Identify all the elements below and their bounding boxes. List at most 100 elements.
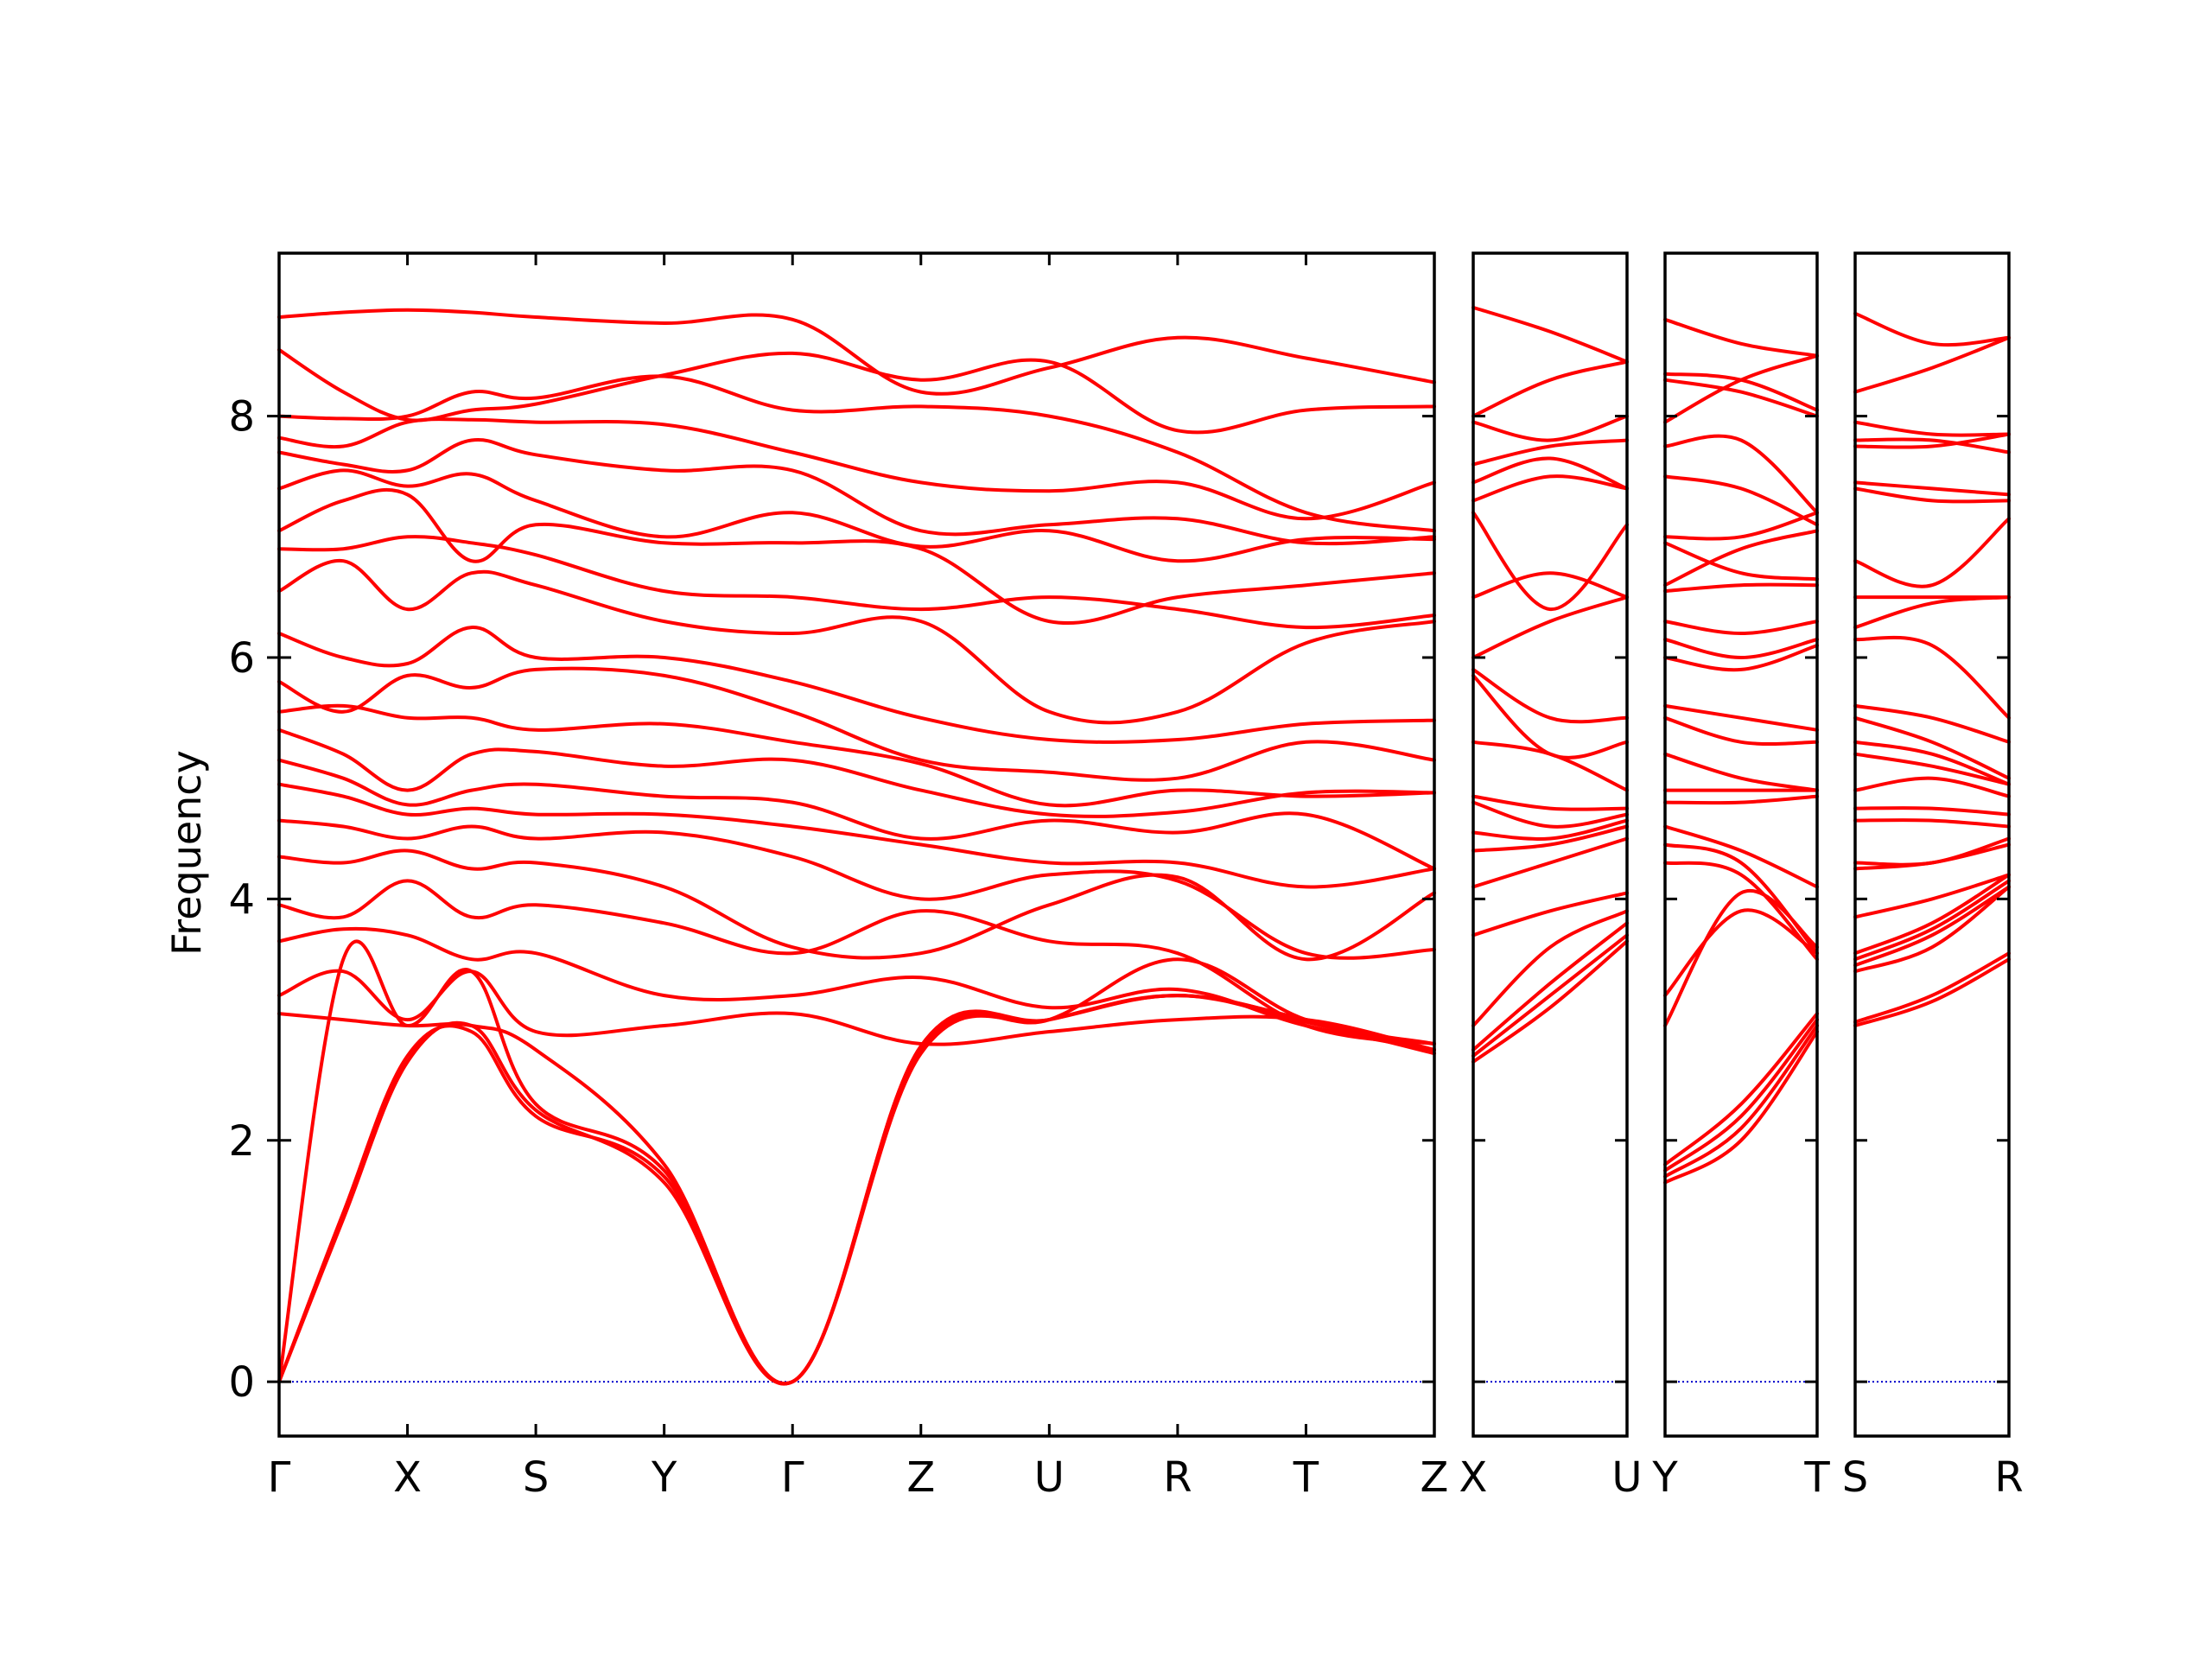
- x-tick-label: Z: [906, 1453, 935, 1502]
- band-line: [1471, 571, 1629, 600]
- band-line: [1853, 486, 2011, 504]
- band-line: [1853, 873, 2011, 919]
- band-line: [1663, 541, 1819, 582]
- band-line: [1853, 873, 2011, 956]
- band-line: [277, 468, 1436, 563]
- band-line: [277, 969, 1436, 1052]
- band-line: [1471, 933, 1629, 1058]
- band-line: [277, 417, 1436, 521]
- band-line: [277, 782, 1436, 889]
- band-line: [1853, 951, 2011, 1024]
- x-tick-label: Z: [1421, 1453, 1449, 1502]
- x-tick-label: Y: [1651, 1453, 1678, 1502]
- band-line: [277, 308, 1436, 396]
- band-line: [1663, 529, 1819, 588]
- band-line: [1663, 582, 1819, 594]
- band-line: [1471, 818, 1629, 841]
- band-line: [1471, 824, 1629, 853]
- band-line: [1471, 305, 1629, 364]
- band-line: [1663, 638, 1819, 659]
- band-line: [1853, 635, 2011, 720]
- band-line: [1853, 420, 2011, 437]
- band-line: [277, 535, 1436, 630]
- band-line: [1471, 800, 1629, 829]
- band-line: [277, 728, 1436, 818]
- band-line: [1663, 1018, 1819, 1173]
- band-line: [1663, 353, 1819, 424]
- band-line: [1663, 1024, 1819, 1179]
- band-line: [1853, 818, 2011, 829]
- x-tick-label: S: [523, 1453, 549, 1502]
- y-tick-label: 8: [228, 393, 255, 442]
- band-line: [1663, 434, 1819, 515]
- band-line: [1663, 1012, 1819, 1166]
- band-line: [1663, 644, 1819, 672]
- band-line: [1471, 438, 1629, 467]
- panel-frame: [277, 251, 1436, 1438]
- band-line: [1663, 794, 1819, 805]
- band-line: [1853, 885, 2011, 968]
- x-tick-label: X: [393, 1453, 422, 1502]
- band-line: [1853, 703, 2011, 744]
- x-tick-label: X: [1459, 1453, 1488, 1502]
- band-line: [1853, 437, 2011, 454]
- band-line: [1471, 595, 1629, 659]
- y-tick-label: 2: [228, 1117, 255, 1166]
- x-tick-label: T: [1803, 1453, 1830, 1502]
- band-line: [1663, 752, 1819, 792]
- band-line: [1853, 740, 2011, 786]
- band-line: [1471, 939, 1629, 1064]
- band-line: [1853, 311, 2011, 347]
- x-tick-label: T: [1293, 1453, 1319, 1502]
- band-line: [1853, 842, 2011, 871]
- x-tick-label: R: [1163, 1453, 1192, 1502]
- band-line: [1663, 317, 1819, 358]
- band-line: [277, 374, 1436, 533]
- band-line: [277, 758, 1436, 871]
- band-line: [1853, 752, 2011, 786]
- band-line: [1853, 885, 2011, 974]
- x-tick-label: S: [1842, 1453, 1868, 1502]
- band-line: [277, 879, 1436, 1046]
- band-line: [277, 487, 1436, 626]
- band-line: [1663, 474, 1819, 527]
- band-line: [1471, 740, 1629, 792]
- band-line: [1663, 378, 1819, 418]
- x-tick-label: R: [1994, 1453, 2023, 1502]
- band-line: [1663, 715, 1819, 747]
- band-line: [1471, 359, 1629, 418]
- panel-frame: [1471, 251, 1629, 1438]
- band-line: [1853, 776, 2011, 798]
- x-tick-label: Y: [651, 1453, 677, 1502]
- y-axis: 0 2 4 6 8: [228, 393, 279, 1407]
- panel-frame: [1663, 251, 1819, 1438]
- panel-frame: [1853, 251, 2011, 1438]
- band-line: [1853, 517, 2011, 588]
- y-tick-label: 6: [228, 634, 255, 683]
- band-line: [1853, 806, 2011, 817]
- band-line: [1471, 909, 1629, 1027]
- band-line: [1853, 480, 2011, 497]
- x-tick-label: Γ: [268, 1453, 291, 1502]
- x-tick-label: U: [1034, 1453, 1065, 1502]
- band-line: [277, 703, 1436, 808]
- band-line: [1853, 879, 2011, 962]
- band-line: [1663, 888, 1819, 1027]
- band-line: [1663, 1030, 1819, 1185]
- y-tick-label: 4: [228, 875, 255, 924]
- y-tick-label: 0: [228, 1358, 255, 1407]
- band-line: [277, 994, 1436, 1386]
- band-line: [1853, 715, 2011, 780]
- band-line: [1471, 414, 1629, 442]
- band-line: [1471, 891, 1629, 938]
- band-line: [1471, 456, 1629, 491]
- band-line: [1853, 432, 2011, 449]
- band-line: [277, 438, 1436, 546]
- band-line: [1471, 511, 1629, 612]
